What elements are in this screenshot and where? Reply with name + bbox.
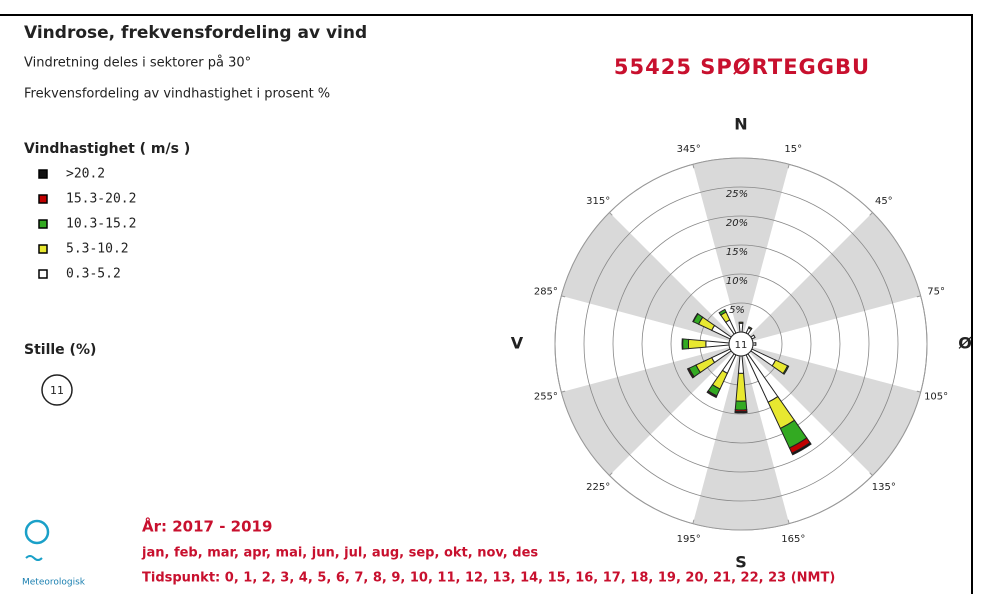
bar-segment [692,312,699,323]
ring [612,215,870,473]
direction-tick [609,212,613,216]
bar-segment [734,400,748,411]
legend-label: 15.3-20.2 [66,192,136,207]
direction-tick [869,472,873,476]
direction-label: 45° [875,196,893,207]
direction-label: 195° [677,534,701,545]
direction-tick [869,212,873,216]
bar-segment [738,322,744,333]
bar-segment [686,368,694,379]
subtitle: Frekvensfordeling av vindhastighet i pro… [24,87,330,102]
compass-label: N [734,115,747,134]
chart-title: Vindrose, frekvensfordeling av vind [24,23,367,43]
direction-label: 135° [872,482,896,493]
calm-value: 11 [735,340,748,351]
direction-label: 315° [586,196,610,207]
bar-segment [734,410,748,414]
direction-tick [787,164,790,169]
bar-segment [718,308,727,316]
ring-label: 15% [726,247,748,258]
logo-wave [25,555,43,561]
ring-label: 10% [726,276,748,287]
direction-tick [692,164,695,169]
months: jan, feb, mar, apr, mai, jun, jul, aug, … [141,546,538,561]
calm-legend-value: 11 [50,384,64,397]
legend-title: Vindhastighet ( m/s ) [24,141,190,157]
ring [583,186,899,502]
bar-segment [791,441,812,456]
legend-swatch [38,169,48,179]
calm-label: Stille (%) [24,342,96,358]
calm-circle [728,331,754,357]
direction-tick [561,295,566,298]
legend-swatch [38,269,48,279]
legend-swatch [38,194,48,204]
shaded-sector [749,212,921,341]
direction-tick [916,390,921,393]
shaded-sector [561,212,733,341]
direction-label: 285° [534,287,558,298]
legend-swatch [38,219,48,229]
shaded-sector [561,347,733,476]
direction-tick [692,519,695,524]
ring [670,273,812,415]
direction-label: 165° [781,534,805,545]
bar-segment [687,338,707,350]
hours: Tidspunkt: 0, 1, 2, 3, 4, 5, 6, 7, 8, 9,… [142,571,835,586]
ring-label: 5% [729,305,745,316]
frame [0,14,973,594]
bar-segment [706,391,717,399]
bar-segment [747,326,753,331]
compass-label: S [735,553,747,572]
direction-tick [916,295,921,298]
station: 55425 SPØRTEGGBU [614,55,870,79]
calm-legend [41,374,73,406]
compass-label: Ø [958,334,972,353]
period: År: 2017 - 2019 [142,517,272,536]
bar-segment [782,365,790,375]
compass-label: V [511,334,524,353]
legend-label: 0.3-5.2 [66,267,121,282]
direction-label: 15° [784,144,802,155]
direction-label: 105° [924,391,948,402]
ring-label: 20% [726,218,748,229]
bar-segment [681,338,684,350]
ring [641,244,841,444]
logo-text: Meteorologisk [22,578,86,588]
direction-label: 345° [677,144,701,155]
direction-tick [609,472,613,476]
legend-swatch [38,244,48,254]
direction-label: 75° [927,287,945,298]
outer-ring [554,157,928,531]
direction-tick [561,390,566,393]
direction-label: 225° [586,482,610,493]
legend-label: 5.3-10.2 [66,242,129,257]
subtitle: Vindretning deles i sektorer på 30° [24,56,251,71]
bar-segment [682,338,690,350]
logo [24,519,50,545]
legend-label: 10.3-15.2 [66,217,136,232]
direction-tick [787,519,790,524]
ring-label: 25% [726,189,748,200]
bar-segment [738,321,744,324]
legend-label: >20.2 [66,167,105,182]
shaded-sector [749,347,921,476]
direction-label: 255° [534,391,558,402]
